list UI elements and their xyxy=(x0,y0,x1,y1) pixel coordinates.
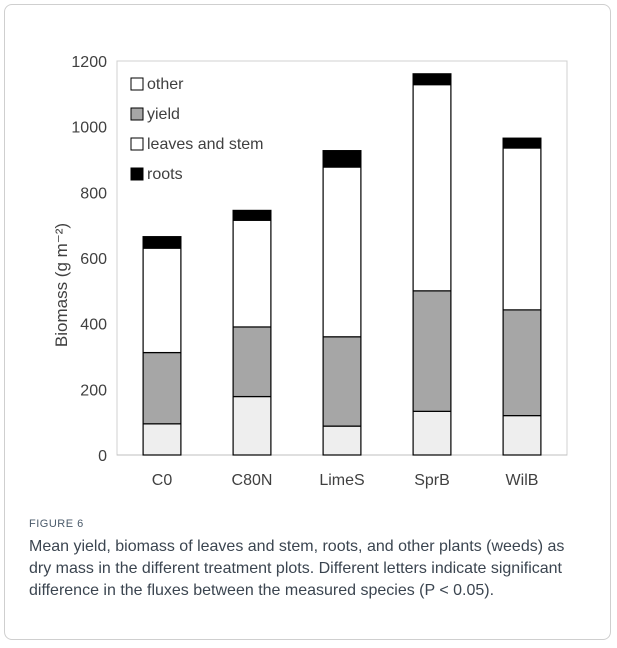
legend-label: leaves and stem xyxy=(147,136,264,153)
bar-segment-yield xyxy=(502,309,542,417)
legend-swatch xyxy=(130,137,144,151)
stacked-bar-chart: 0 200 400 600 800 1000 1200 C0 C80N LimeS SprB Wil… xyxy=(52,54,568,489)
bar-segment-leaves-and-stem xyxy=(502,147,542,311)
legend-swatch xyxy=(130,77,144,91)
bar-segment-leaves-and-stem xyxy=(232,219,272,328)
legend: other yield leaves and stem roots xyxy=(130,76,264,183)
x-tick-label: C80N xyxy=(232,472,273,489)
x-tick-label: SprB xyxy=(414,472,450,489)
y-tick-label: 200 xyxy=(80,382,107,399)
bar-segment-yield xyxy=(322,336,362,427)
bar-segment-other xyxy=(502,415,542,456)
figure-label: FIGURE 6 xyxy=(29,518,84,530)
legend-label: roots xyxy=(147,166,183,183)
x-tick-label: WilB xyxy=(506,472,539,489)
bar-segment-roots xyxy=(142,236,182,249)
bar-segment-yield xyxy=(232,326,272,398)
figure-caption: Mean yield, biomass of leaves and stem, … xyxy=(29,538,565,599)
y-tick-label: 600 xyxy=(80,251,107,268)
y-tick-label: 1000 xyxy=(71,120,107,137)
legend-swatch xyxy=(130,107,144,121)
bar-segment-roots xyxy=(412,73,452,86)
y-tick-label: 800 xyxy=(80,185,107,202)
legend-label: yield xyxy=(147,106,180,123)
x-tick-label: C0 xyxy=(152,472,173,489)
bar-segment-roots xyxy=(502,137,542,149)
x-tick-label: LimeS xyxy=(319,472,364,489)
bar-segment-other xyxy=(322,425,362,456)
legend-swatch xyxy=(130,167,144,181)
figure-card: 0 200 400 600 800 1000 1200 C0 C80N LimeS SprB Wil… xyxy=(4,4,611,640)
bar-segment-leaves-and-stem xyxy=(412,84,452,292)
bar-segment-other xyxy=(142,423,182,456)
y-tick-label: 0 xyxy=(98,448,107,465)
bar-segment-other xyxy=(232,395,272,456)
bar-segment-roots xyxy=(232,209,272,221)
y-tick-label: 400 xyxy=(80,317,107,334)
bar-segment-leaves-and-stem xyxy=(142,247,182,354)
bar-segment-roots xyxy=(322,150,362,168)
bar-segment-yield xyxy=(412,290,452,412)
bar-segment-leaves-and-stem xyxy=(322,166,362,338)
legend-label: other xyxy=(147,76,184,93)
y-axis-label: Biomass (g m⁻²) xyxy=(52,223,71,347)
bar-segment-other xyxy=(412,410,452,456)
bars: C0 C80N LimeS SprB WilB xyxy=(142,73,542,489)
y-tick-label: 1200 xyxy=(71,54,107,71)
bar-segment-yield xyxy=(142,351,182,425)
